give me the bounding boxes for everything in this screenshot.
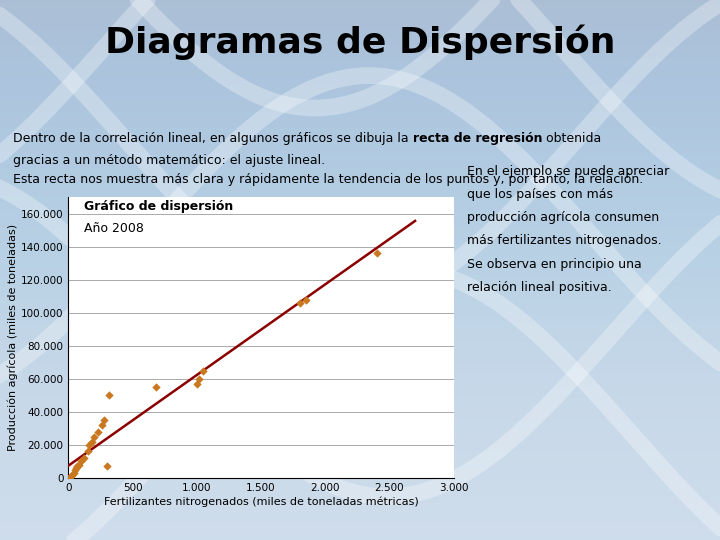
Text: Esta recta nos muestra más clara y rápidamente la tendencia de los puntos y, por: Esta recta nos muestra más clara y rápid… [13, 173, 643, 186]
Text: obtenida: obtenida [542, 132, 601, 145]
Point [73, 461, 84, 469]
Text: Dentro de la correlación lineal, en algunos gráficos se dibuja la: Dentro de la correlación lineal, en algu… [13, 132, 413, 145]
Point [64, 472, 76, 481]
Text: En el ejemplo se puede apreciar: En el ejemplo se puede apreciar [467, 165, 669, 178]
Text: gracias a un método matemático: el ajuste lineal.: gracias a un método matemático: el ajust… [13, 154, 325, 167]
Point [194, 374, 205, 383]
Point [101, 462, 113, 471]
Point [197, 366, 209, 375]
X-axis label: Fertilizantes nitrogenados (miles de toneladas métricas): Fertilizantes nitrogenados (miles de ton… [104, 497, 418, 508]
Point [71, 464, 82, 472]
Point [294, 299, 305, 307]
Text: más fertilizantes nitrogenados.: más fertilizantes nitrogenados. [467, 234, 661, 247]
Point [150, 383, 161, 391]
Text: Se observa en principio una: Se observa en principio una [467, 258, 642, 271]
Text: Año 2008: Año 2008 [84, 222, 144, 235]
Point [89, 433, 100, 441]
Point [76, 457, 87, 465]
Point [66, 470, 78, 479]
Text: relación lineal positiva.: relación lineal positiva. [467, 281, 611, 294]
Y-axis label: Producción agrícola (miles de toneladas): Producción agrícola (miles de toneladas) [8, 224, 18, 451]
Point [84, 441, 95, 449]
Point [71, 462, 83, 471]
Point [371, 249, 382, 258]
Point [86, 437, 97, 446]
Text: recta de regresión: recta de regresión [413, 132, 542, 145]
Point [69, 465, 81, 474]
Point [92, 427, 104, 436]
Point [300, 295, 312, 304]
Point [96, 421, 107, 429]
Point [99, 416, 110, 424]
Point [78, 454, 89, 462]
Point [104, 391, 115, 400]
Text: que los países con más: que los países con más [467, 188, 613, 201]
Point [82, 447, 94, 456]
Point [66, 472, 77, 481]
Point [68, 469, 79, 477]
Text: Gráfico de dispersión: Gráfico de dispersión [84, 200, 233, 213]
Point [191, 380, 202, 388]
Text: producción agrícola consumen: producción agrícola consumen [467, 211, 659, 224]
Text: Diagramas de Dispersión: Diagramas de Dispersión [104, 24, 616, 60]
